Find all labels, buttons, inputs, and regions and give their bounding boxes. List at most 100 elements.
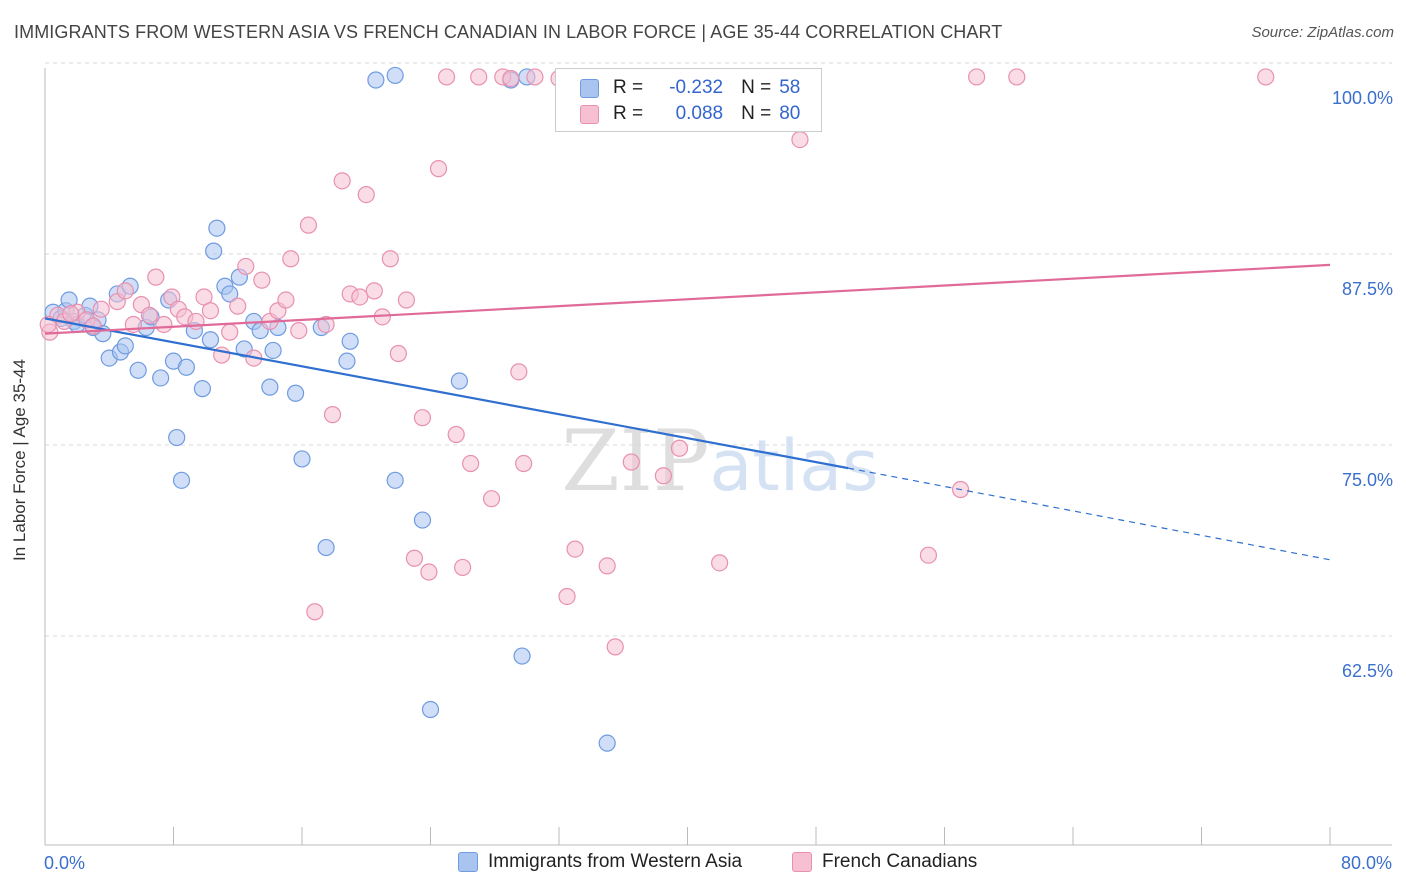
- x-tick-label: 0.0%: [44, 853, 85, 873]
- point-french-canadian: [502, 69, 520, 88]
- point-french-canadian: [323, 406, 342, 424]
- point-western-asia: [386, 66, 404, 85]
- point-french-canadian: [413, 409, 432, 427]
- point-western-asia: [413, 511, 432, 529]
- point-western-asia: [317, 538, 335, 557]
- trend-line-western-asia: [44, 317, 849, 470]
- point-french-canadian: [155, 315, 173, 334]
- point-french-canadian: [397, 291, 416, 309]
- point-french-canadian: [237, 257, 255, 276]
- trend-line-french-canadians: [44, 263, 1331, 335]
- point-western-asia: [221, 285, 239, 303]
- point-western-asia: [172, 471, 191, 489]
- correlation-legend: R = -0.232 N = 58 R = 0.088 N = 80: [555, 68, 822, 132]
- point-french-canadian: [299, 216, 318, 234]
- point-french-canadian: [62, 305, 80, 323]
- legend-r-value: -0.232: [669, 77, 724, 98]
- point-western-asia: [116, 337, 134, 355]
- point-french-canadian: [670, 439, 689, 457]
- y-tick-label: 87.5%: [1342, 279, 1393, 299]
- point-french-canadian: [462, 454, 480, 473]
- point-french-canadian: [317, 315, 335, 334]
- point-french-canadian: [187, 312, 205, 331]
- point-french-canadian: [558, 587, 576, 606]
- point-french-canadian: [221, 323, 239, 341]
- point-french-canadian: [116, 282, 134, 300]
- point-western-asia: [293, 450, 311, 468]
- point-western-asia: [513, 647, 531, 665]
- source-label: Source: ZipAtlas.com: [1251, 24, 1394, 41]
- point-french-canadian: [598, 557, 616, 575]
- point-western-asia: [598, 734, 616, 752]
- point-french-canadian: [333, 172, 351, 190]
- point-french-canadian: [654, 467, 673, 485]
- point-french-canadian: [357, 186, 375, 204]
- legend-row-western-asia: R = -0.232 N = 58: [556, 75, 800, 101]
- legend-n-value: 58: [779, 77, 801, 98]
- point-western-asia: [193, 380, 212, 398]
- point-french-canadian: [566, 540, 584, 558]
- point-western-asia: [261, 378, 279, 396]
- legend-n-label: N =: [741, 103, 772, 124]
- y-axis-label: In Labor Force | Age 35-44: [10, 359, 29, 561]
- point-western-asia: [341, 332, 359, 350]
- y-tick-label: 100.0%: [1332, 88, 1393, 108]
- bottom-legend-label: French Canadians: [822, 851, 978, 872]
- point-french-canadian: [351, 288, 369, 306]
- point-french-canadian: [381, 250, 399, 268]
- point-french-canadian: [282, 250, 300, 268]
- point-french-canadian: [1257, 68, 1275, 86]
- point-french-canadian: [365, 282, 383, 300]
- y-tick-label: 75.0%: [1342, 470, 1393, 490]
- point-western-asia: [201, 331, 220, 349]
- point-french-canadian: [470, 68, 488, 86]
- point-french-canadian: [622, 453, 640, 471]
- point-western-asia: [386, 471, 404, 489]
- point-french-canadian: [229, 297, 247, 315]
- point-french-canadian: [429, 160, 448, 178]
- point-french-canadian: [919, 546, 938, 564]
- bottom-legend-swatch-blue: [458, 852, 478, 872]
- point-french-canadian: [147, 268, 165, 286]
- legend-swatch-blue: [580, 78, 599, 98]
- bottom-legend-label: Immigrants from Western Asia: [488, 851, 743, 872]
- point-western-asia: [450, 372, 469, 390]
- legend-n-label: N =: [741, 77, 772, 98]
- point-french-canadian: [290, 321, 308, 340]
- point-french-canadian: [140, 306, 159, 324]
- point-western-asia: [367, 71, 385, 89]
- legend-r-label: R =: [613, 103, 644, 124]
- point-french-canadian: [253, 271, 271, 289]
- point-french-canadian: [447, 425, 465, 444]
- legend-r-value: 0.088: [675, 103, 724, 124]
- point-western-asia: [177, 358, 195, 376]
- point-french-canadian: [526, 68, 544, 86]
- bottom-legend-french-canadians: French Canadians: [792, 851, 977, 873]
- chart-title: IMMIGRANTS FROM WESTERN ASIA VS FRENCH C…: [14, 22, 1003, 42]
- trend-line-western-asia-projection: [848, 467, 1331, 561]
- point-french-canadian: [711, 554, 729, 572]
- point-western-asia: [168, 428, 186, 447]
- point-french-canadian: [606, 638, 624, 656]
- point-french-canadian: [405, 549, 424, 567]
- point-french-canadian: [1008, 68, 1026, 86]
- point-western-asia: [286, 384, 305, 402]
- point-western-asia: [129, 361, 147, 379]
- point-french-canadian: [968, 68, 986, 86]
- point-french-canadian: [454, 558, 472, 577]
- point-french-canadian: [92, 300, 110, 318]
- bottom-legend-western-asia: Immigrants from Western Asia: [458, 851, 742, 873]
- point-french-canadian: [515, 454, 533, 473]
- point-french-canadian: [277, 291, 295, 309]
- watermark: ZIPatlas: [561, 412, 878, 510]
- point-western-asia: [152, 369, 170, 387]
- point-french-canadian: [420, 563, 438, 581]
- point-western-asia: [208, 219, 226, 237]
- y-tick-label: 62.5%: [1342, 661, 1393, 681]
- point-french-canadian: [389, 344, 407, 363]
- point-western-asia: [421, 700, 440, 719]
- point-french-canadian: [306, 603, 324, 621]
- point-french-canadian: [201, 302, 220, 320]
- legend-row-french-canadians: R = 0.088 N = 80: [556, 101, 800, 127]
